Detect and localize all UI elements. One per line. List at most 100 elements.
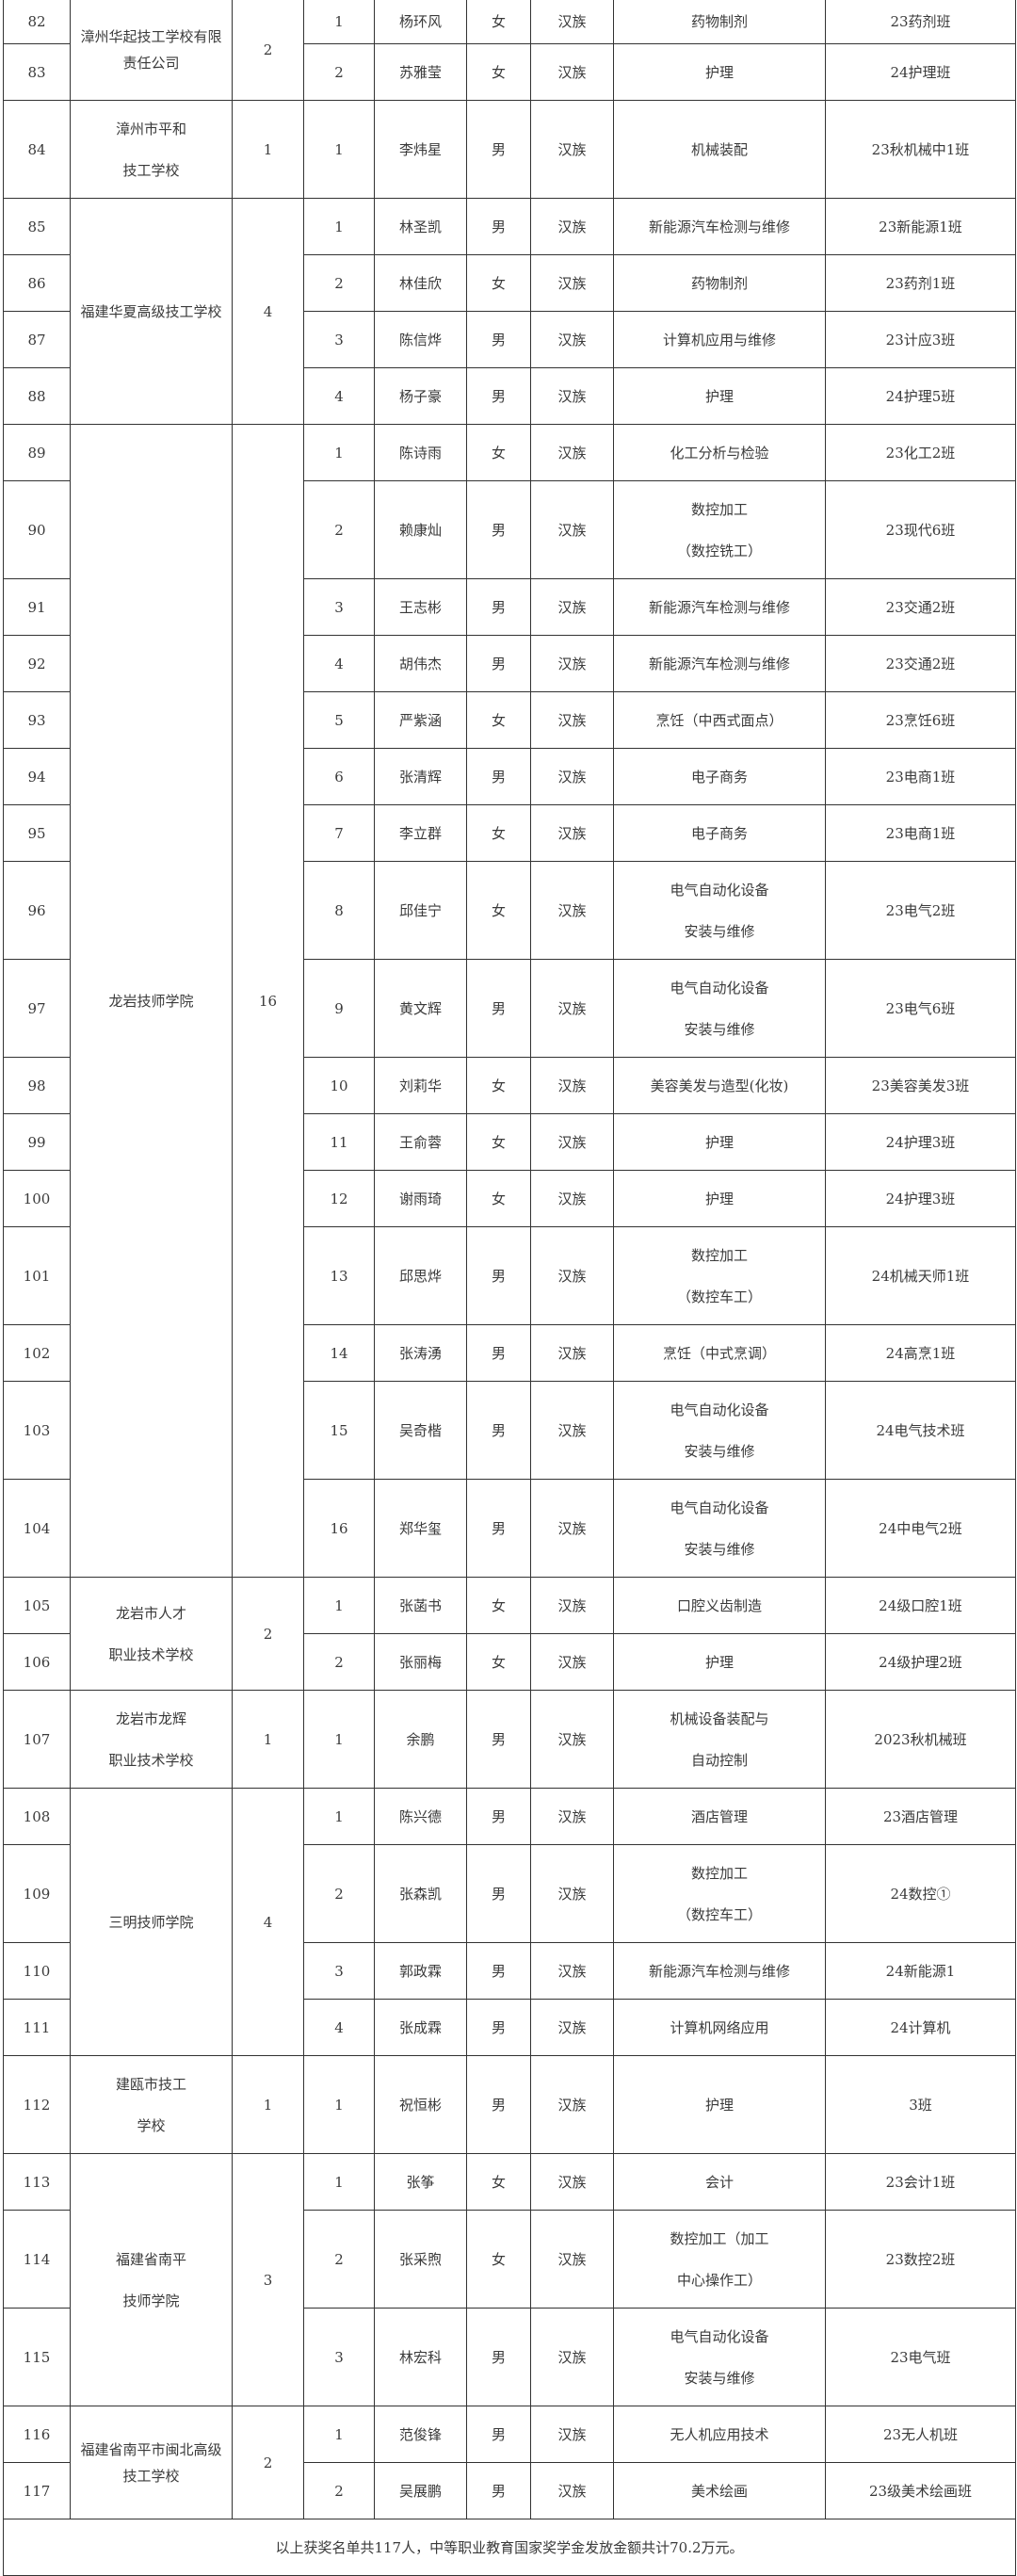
row-number: 103 <box>3 1381 71 1480</box>
student-major: 化工分析与检验 <box>613 424 826 481</box>
student-ethnicity: 汉族 <box>530 198 614 255</box>
student-major: 数控加工 （数控车工） <box>613 1844 826 1943</box>
school-count: 2 <box>232 1577 304 1691</box>
student-name: 李炜星 <box>374 100 467 199</box>
table-row: 101 13 邱思烨男汉族 数控加工 （数控车工） 24机械天师1班 <box>3 1226 1016 1325</box>
school-count: 1 <box>232 100 304 199</box>
student-gender: 女 <box>466 1577 531 1634</box>
student-name: 张采煦 <box>374 2210 467 2309</box>
student-class: 3班 <box>825 2055 1016 2154</box>
student-name: 张清辉 <box>374 748 467 805</box>
row-number: 85 <box>3 198 71 255</box>
student-gender: 男 <box>466 959 531 1058</box>
student-ethnicity: 汉族 <box>530 1324 614 1382</box>
student-name: 张丽梅 <box>374 1633 467 1691</box>
table-row: 99 11 王俞蓉女汉族 护理 24护理3班 <box>3 1113 1016 1171</box>
student-gender: 女 <box>466 1057 531 1114</box>
row-number: 112 <box>3 2055 71 2154</box>
student-class: 23电气班 <box>825 2308 1016 2406</box>
student-class: 24护理班 <box>825 43 1016 101</box>
student-name: 王俞蓉 <box>374 1113 467 1171</box>
student-index: 2 <box>303 1633 375 1691</box>
table-row: 82 漳州华起技工学校有限责任公司 2 1 杨环风女汉族 药物制剂 23药剂班 <box>3 0 1016 101</box>
student-index: 16 <box>303 1479 375 1578</box>
table-row: 89 龙岩技师学院 16 1 陈诗雨女汉族 化工分析与检验 23化工2班 <box>3 424 1016 1578</box>
table-row: 92 4 胡伟杰男汉族 新能源汽车检测与维修 23交通2班 <box>3 635 1016 692</box>
student-index: 1 <box>303 1577 375 1634</box>
student-index: 9 <box>303 959 375 1058</box>
table-row: 117 2 吴展鹏男汉族 美术绘画 23级美术绘画班 <box>3 2462 1016 2519</box>
student-ethnicity: 汉族 <box>530 2462 614 2519</box>
student-index: 1 <box>303 100 375 199</box>
student-class: 24新能源1 <box>825 1942 1016 2000</box>
student-major: 新能源汽车检测与维修 <box>613 578 826 636</box>
school-name: 漳州华起技工学校有限责任公司 <box>70 0 233 101</box>
student-index: 14 <box>303 1324 375 1382</box>
student-gender: 男 <box>466 1381 531 1480</box>
student-index: 2 <box>303 2210 375 2309</box>
student-name: 范俊锋 <box>374 2406 467 2463</box>
student-gender: 女 <box>466 2210 531 2309</box>
student-gender: 男 <box>466 480 531 579</box>
student-gender: 男 <box>466 1844 531 1943</box>
school-count: 3 <box>232 2153 304 2406</box>
student-class: 24护理5班 <box>825 367 1016 425</box>
row-number: 107 <box>3 1690 71 1789</box>
student-name: 余鹏 <box>374 1690 467 1789</box>
student-gender: 男 <box>466 578 531 636</box>
student-gender: 男 <box>466 635 531 692</box>
student-name: 李立群 <box>374 804 467 862</box>
school-name: 福建华夏高级技工学校 <box>70 198 233 425</box>
student-class: 23无人机班 <box>825 2406 1016 2463</box>
student-class: 23美容美发3班 <box>825 1057 1016 1114</box>
student-major: 护理 <box>613 367 826 425</box>
school-name: 建瓯市技工 学校 <box>70 2055 233 2154</box>
student-index: 1 <box>303 2406 375 2463</box>
student-ethnicity: 汉族 <box>530 959 614 1058</box>
student-name: 张涛湧 <box>374 1324 467 1382</box>
student-ethnicity: 汉族 <box>530 367 614 425</box>
student-major: 电气自动化设备 安装与维修 <box>613 1479 826 1578</box>
student-major: 护理 <box>613 2055 826 2154</box>
student-gender: 男 <box>466 100 531 199</box>
student-class: 24机械天师1班 <box>825 1226 1016 1325</box>
student-major: 机械装配 <box>613 100 826 199</box>
student-gender: 女 <box>466 254 531 312</box>
row-number: 83 <box>3 43 71 101</box>
student-gender: 男 <box>466 1479 531 1578</box>
student-name: 陈诗雨 <box>374 424 467 481</box>
table-row: 113 福建省南平 技师学院 3 1 张筝女汉族 会计 23会计1班 <box>3 2153 1016 2406</box>
table-row: 114 2 张采煦女汉族 数控加工（加工 中心操作工） 23数控2班 <box>3 2210 1016 2309</box>
student-index: 1 <box>303 1788 375 1845</box>
student-class: 23电商1班 <box>825 804 1016 862</box>
student-major: 新能源汽车检测与维修 <box>613 635 826 692</box>
student-index: 2 <box>303 480 375 579</box>
student-index: 1 <box>303 2153 375 2211</box>
student-ethnicity: 汉族 <box>530 1057 614 1114</box>
student-class: 23现代6班 <box>825 480 1016 579</box>
student-index: 2 <box>303 43 375 101</box>
student-ethnicity: 汉族 <box>530 748 614 805</box>
student-gender: 男 <box>466 2055 531 2154</box>
student-major: 药物制剂 <box>613 0 826 44</box>
school-name: 漳州市平和 技工学校 <box>70 100 233 199</box>
table-row: 100 12 谢雨琦女汉族 护理 24护理3班 <box>3 1170 1016 1227</box>
student-gender: 男 <box>466 311 531 368</box>
student-name: 陈信烨 <box>374 311 467 368</box>
student-name: 邱佳宁 <box>374 861 467 960</box>
student-ethnicity: 汉族 <box>530 43 614 101</box>
student-major: 护理 <box>613 1113 826 1171</box>
table-row: 84 漳州市平和 技工学校 1 1 李炜星男汉族 机械装配 23秋机械中1班 <box>3 100 1016 199</box>
table-row: 103 15 吴奇楷男汉族 电气自动化设备 安装与维修 24电气技术班 <box>3 1381 1016 1480</box>
student-name: 杨环风 <box>374 0 467 44</box>
student-gender: 男 <box>466 1690 531 1789</box>
student-name: 刘莉华 <box>374 1057 467 1114</box>
student-name: 林宏科 <box>374 2308 467 2406</box>
student-name: 杨子豪 <box>374 367 467 425</box>
student-gender: 女 <box>466 1113 531 1171</box>
student-class: 23电气6班 <box>825 959 1016 1058</box>
student-class: 24护理3班 <box>825 1113 1016 1171</box>
row-number: 104 <box>3 1479 71 1578</box>
student-ethnicity: 汉族 <box>530 2210 614 2309</box>
student-ethnicity: 汉族 <box>530 578 614 636</box>
